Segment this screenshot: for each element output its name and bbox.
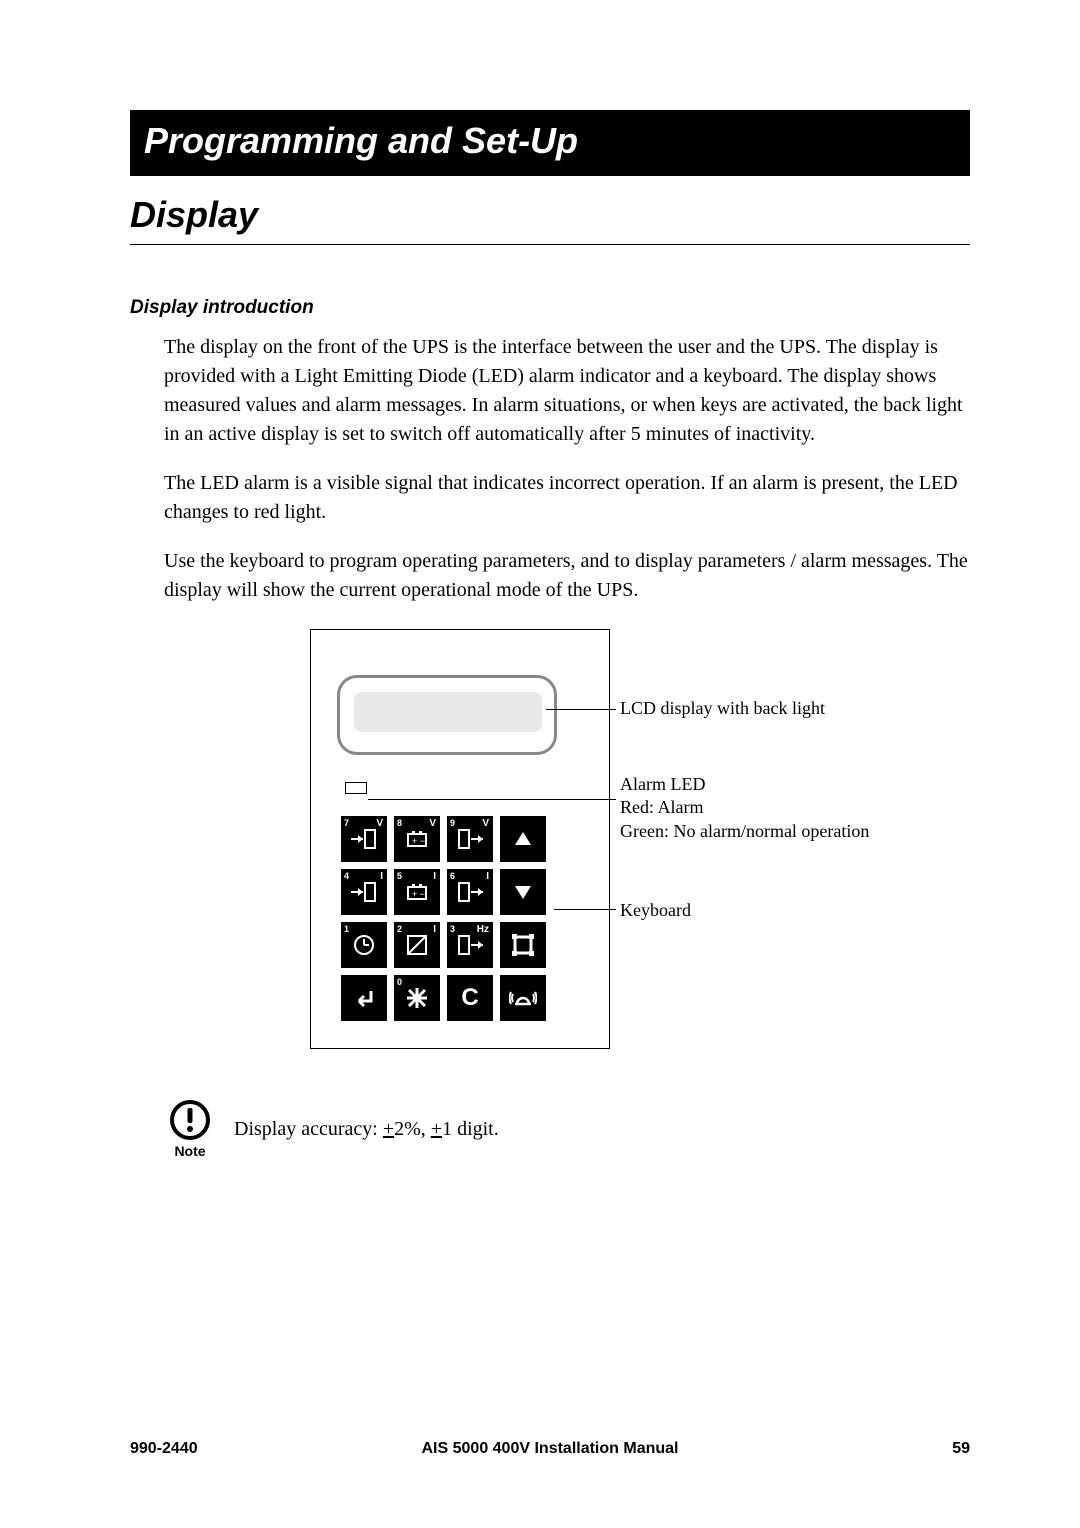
svg-text:+ −: + − xyxy=(412,836,425,846)
keypad-key-0-3 xyxy=(500,816,546,862)
keypad-key-1-1: 5I+ − xyxy=(394,869,440,915)
callout-line-lcd xyxy=(546,709,616,710)
lcd-display xyxy=(337,675,557,755)
chapter-title: Programming and Set-Up xyxy=(130,110,970,176)
keypad-key-0-1: 8V+ − xyxy=(394,816,440,862)
keypad-key-2-1: 2I xyxy=(394,922,440,968)
callout-led-line3: Green: No alarm/normal operation xyxy=(620,820,869,843)
display-panel-diagram: 7V8V+ −9V 4I5I+ −6I 12I3Hz0C LCD display w… xyxy=(310,629,930,1069)
svg-text:+ −: + − xyxy=(412,889,425,899)
callout-line-led xyxy=(368,799,616,800)
callout-led: Alarm LED Red: Alarm Green: No alarm/nor… xyxy=(620,773,869,843)
callout-line-keyboard xyxy=(554,909,616,910)
keypad-key-0-0: 7V xyxy=(341,816,387,862)
keypad-key-3-1: 0 xyxy=(394,975,440,1021)
keypad-key-3-3 xyxy=(500,975,546,1021)
callout-led-line1: Alarm LED xyxy=(620,773,869,796)
note-icon: Note xyxy=(164,1099,216,1159)
keypad-key-1-0: 4I xyxy=(341,869,387,915)
paragraph-3: Use the keyboard to program operating pa… xyxy=(164,547,970,605)
keypad-key-2-2: 3Hz xyxy=(447,922,493,968)
lcd-screen xyxy=(354,692,542,732)
keypad-key-3-2: C xyxy=(447,975,493,1021)
page-footer: 990-2440 AIS 5000 400V Installation Manu… xyxy=(130,1440,970,1458)
keypad-key-3-0 xyxy=(341,975,387,1021)
paragraph-1: The display on the front of the UPS is t… xyxy=(164,333,970,449)
keypad: 7V8V+ −9V 4I5I+ −6I 12I3Hz0C xyxy=(341,816,546,1021)
keypad-key-1-3 xyxy=(500,869,546,915)
callout-led-line2: Red: Alarm xyxy=(620,796,869,819)
footer-doc-id: 990-2440 xyxy=(130,1440,198,1458)
callout-lcd: LCD display with back light xyxy=(620,697,825,720)
panel-outline: 7V8V+ −9V 4I5I+ −6I 12I3Hz0C xyxy=(310,629,610,1049)
keypad-key-2-3 xyxy=(500,922,546,968)
footer-page-number: 59 xyxy=(952,1440,970,1458)
keypad-key-0-2: 9V xyxy=(447,816,493,862)
subheading-display-intro: Display introduction xyxy=(130,297,970,319)
exclamation-circle-icon xyxy=(169,1099,211,1141)
footer-manual-title: AIS 5000 400V Installation Manual xyxy=(130,1440,970,1458)
note-text: Display accuracy: +2%, +1 digit. xyxy=(234,1118,499,1141)
section-title: Display xyxy=(130,194,970,245)
alarm-led-icon xyxy=(345,782,367,794)
callout-keyboard: Keyboard xyxy=(620,899,691,922)
paragraph-2: The LED alarm is a visible signal that i… xyxy=(164,469,970,527)
keypad-key-2-0: 1 xyxy=(341,922,387,968)
keypad-key-1-2: 6I xyxy=(447,869,493,915)
note-block: Note Display accuracy: +2%, +1 digit. xyxy=(164,1099,970,1159)
note-label: Note xyxy=(164,1143,216,1159)
